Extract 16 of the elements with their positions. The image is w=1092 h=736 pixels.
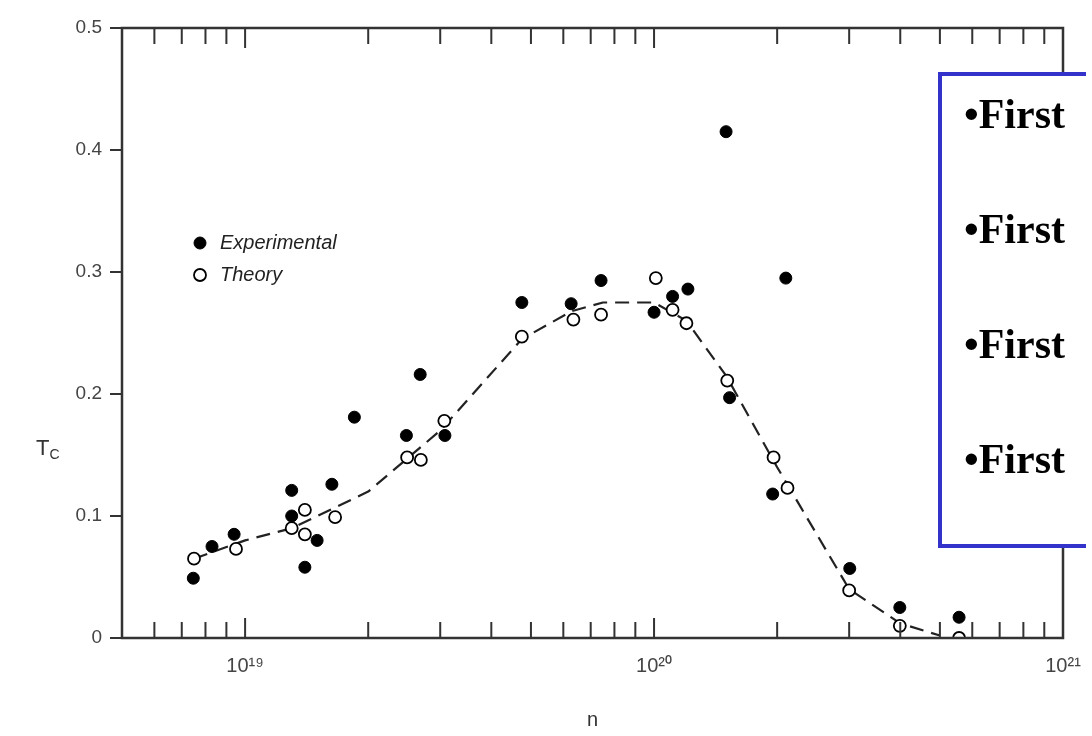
y-tick-label: 0.5 [75, 16, 102, 38]
annotation: •First [964, 320, 1066, 369]
x-axis-title: n [586, 707, 599, 730]
legend-label: Experimental [220, 230, 338, 253]
y-tick-label: 0.1 [75, 504, 102, 526]
y-tick-label: 0.2 [75, 382, 102, 404]
annotation: •First [964, 90, 1066, 139]
annotation: •First [964, 435, 1066, 484]
y-tick-label: 0 [91, 626, 102, 648]
annotation: •First [964, 205, 1066, 254]
legend-label: Theory [220, 262, 284, 285]
y-tick-label: 0.3 [75, 260, 102, 282]
y-tick-label: 0.4 [75, 138, 103, 160]
x-tick-label: 10²¹ [1045, 653, 1082, 676]
x-tick-label: 10²⁰ [636, 653, 673, 676]
x-tick-label: 10¹⁹ [226, 653, 264, 676]
